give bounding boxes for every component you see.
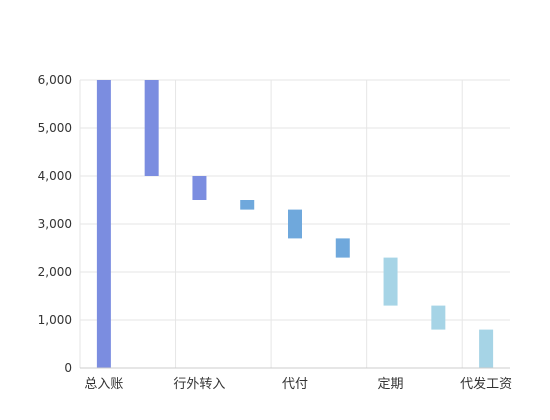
y-tick-label: 6,000: [38, 73, 72, 87]
bar-8[interactable]: [479, 329, 494, 368]
bar-4[interactable]: [288, 209, 302, 239]
bar-1[interactable]: [144, 80, 159, 176]
y-tick-label: 0: [64, 361, 72, 375]
y-tick-label: 5,000: [38, 121, 72, 135]
x-tick-label: 代发工资: [460, 376, 512, 392]
x-tick-label: 总入账: [84, 377, 123, 392]
y-tick-label: 4,000: [38, 169, 72, 183]
bar-7[interactable]: [431, 305, 446, 330]
y-tick-label: 2,000: [38, 265, 72, 279]
bar-6[interactable]: [383, 257, 398, 306]
x-tick-label: 行外转入: [173, 377, 225, 392]
x-tick-label: 代付: [282, 377, 308, 392]
bar-2[interactable]: [192, 176, 207, 200]
x-tick-label: 定期: [378, 377, 404, 392]
bar-0[interactable]: [96, 80, 111, 368]
bar-3[interactable]: [240, 200, 255, 210]
bar-5[interactable]: [335, 238, 350, 258]
y-tick-label: 1,000: [38, 313, 72, 327]
y-tick-label: 3,000: [38, 217, 72, 231]
